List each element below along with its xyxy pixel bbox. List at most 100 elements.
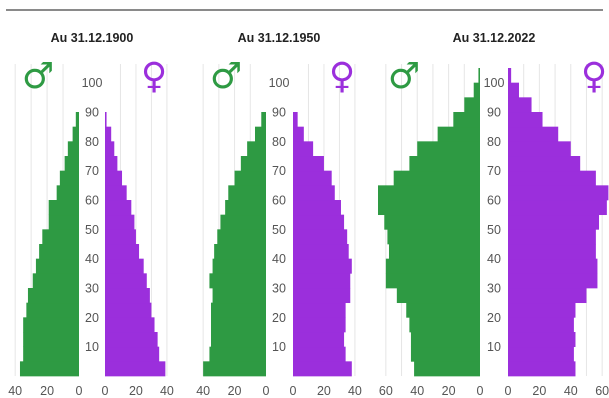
male-bar bbox=[385, 258, 480, 274]
age-tick-label: 100 bbox=[82, 76, 103, 90]
female-bar bbox=[293, 185, 335, 201]
female-bar bbox=[293, 317, 346, 333]
pyramid-panel-2: Au 31.12.1950 10 20 30 40 50 60 70 80 90 100 40 20 0 0… bbox=[196, 31, 362, 398]
female-bar bbox=[508, 244, 596, 260]
female-bar bbox=[293, 200, 341, 216]
x-tick-label: 20 bbox=[532, 384, 546, 398]
female-bar bbox=[293, 258, 352, 274]
male-bar bbox=[209, 273, 266, 289]
age-tick-label: 30 bbox=[487, 282, 501, 296]
female-bar bbox=[105, 156, 118, 172]
male-bar bbox=[19, 361, 80, 377]
female-bar bbox=[508, 68, 512, 84]
female-bar bbox=[508, 82, 519, 98]
female-bar bbox=[508, 97, 532, 113]
female-bar bbox=[508, 346, 574, 362]
x-tick-label: 40 bbox=[8, 384, 22, 398]
male-bar bbox=[23, 317, 80, 333]
age-tick-label: 30 bbox=[85, 282, 99, 296]
female-bar bbox=[508, 185, 609, 201]
female-bar bbox=[293, 361, 352, 377]
male-bar bbox=[255, 126, 266, 142]
female-bar bbox=[508, 273, 598, 289]
male-bar bbox=[23, 346, 80, 362]
x-tick-label: 0 bbox=[76, 384, 83, 398]
female-bar bbox=[293, 288, 351, 304]
age-tick-label: 40 bbox=[85, 252, 99, 266]
male-bar bbox=[453, 112, 480, 128]
age-tick-label: 30 bbox=[272, 282, 286, 296]
male-bar bbox=[478, 68, 480, 84]
female-symbol: ♀ bbox=[581, 56, 607, 97]
male-bar bbox=[64, 156, 79, 172]
age-tick-label: 70 bbox=[487, 164, 501, 178]
female-bar bbox=[508, 214, 600, 230]
male-bar bbox=[32, 273, 79, 289]
female-bar bbox=[105, 214, 135, 230]
female-bar bbox=[105, 244, 140, 260]
male-bar bbox=[212, 288, 266, 304]
male-bar bbox=[410, 346, 480, 362]
male-bar bbox=[247, 141, 266, 157]
female-bar bbox=[105, 332, 158, 348]
male-bar bbox=[56, 185, 79, 201]
age-tick-label: 80 bbox=[85, 135, 99, 149]
male-bar bbox=[48, 214, 79, 230]
age-tick-label: 20 bbox=[272, 311, 286, 325]
male-bar bbox=[39, 244, 79, 260]
male-bar bbox=[387, 229, 480, 245]
panel-title: Au 31.12.2022 bbox=[453, 31, 536, 45]
female-bar bbox=[508, 200, 607, 216]
female-bar bbox=[105, 141, 115, 157]
panel-title: Au 31.12.1900 bbox=[51, 31, 134, 45]
male-bar bbox=[409, 317, 480, 333]
male-bar bbox=[42, 229, 79, 245]
male-bar bbox=[414, 361, 480, 377]
male-bar bbox=[228, 185, 266, 201]
female-bar bbox=[105, 112, 107, 128]
male-bar bbox=[396, 288, 480, 304]
female-bar bbox=[105, 361, 166, 377]
female-bar bbox=[293, 302, 346, 318]
male-bar bbox=[406, 302, 480, 318]
male-symbol: ♂ bbox=[22, 56, 54, 97]
male-bar bbox=[211, 317, 266, 333]
female-bar bbox=[105, 288, 150, 304]
age-tick-label: 90 bbox=[272, 106, 286, 120]
male-bar bbox=[220, 214, 266, 230]
male-bar bbox=[261, 112, 266, 128]
male-bar bbox=[385, 273, 480, 289]
female-bar bbox=[508, 332, 576, 348]
female-bar bbox=[508, 361, 576, 377]
age-tick-label: 100 bbox=[484, 76, 505, 90]
male-symbol: ♂ bbox=[388, 56, 420, 97]
age-tick-label: 40 bbox=[272, 252, 286, 266]
female-bar bbox=[105, 302, 152, 318]
age-tick-label: 80 bbox=[487, 135, 501, 149]
age-tick-label: 50 bbox=[272, 223, 286, 237]
x-tick-label: 20 bbox=[228, 384, 242, 398]
x-tick-label: 20 bbox=[442, 384, 456, 398]
male-bar bbox=[203, 361, 266, 377]
male-bar bbox=[72, 126, 79, 142]
male-bar bbox=[437, 126, 480, 142]
age-tick-label: 60 bbox=[85, 194, 99, 208]
age-tick-label: 70 bbox=[85, 164, 99, 178]
male-bar bbox=[67, 141, 79, 157]
male-bar bbox=[378, 185, 480, 201]
age-tick-label: 90 bbox=[85, 106, 99, 120]
x-tick-label: 40 bbox=[410, 384, 424, 398]
x-tick-label: 0 bbox=[102, 384, 109, 398]
male-bar bbox=[75, 112, 79, 128]
female-bar bbox=[293, 346, 346, 362]
male-bar bbox=[409, 156, 480, 172]
x-tick-label: 40 bbox=[564, 384, 578, 398]
male-bar bbox=[410, 332, 480, 348]
age-tick-label: 70 bbox=[272, 164, 286, 178]
male-bar bbox=[211, 302, 266, 318]
female-bar bbox=[293, 244, 349, 260]
x-tick-label: 40 bbox=[348, 384, 362, 398]
male-bar bbox=[217, 229, 266, 245]
age-tick-label: 90 bbox=[487, 106, 501, 120]
female-bar bbox=[105, 185, 127, 201]
